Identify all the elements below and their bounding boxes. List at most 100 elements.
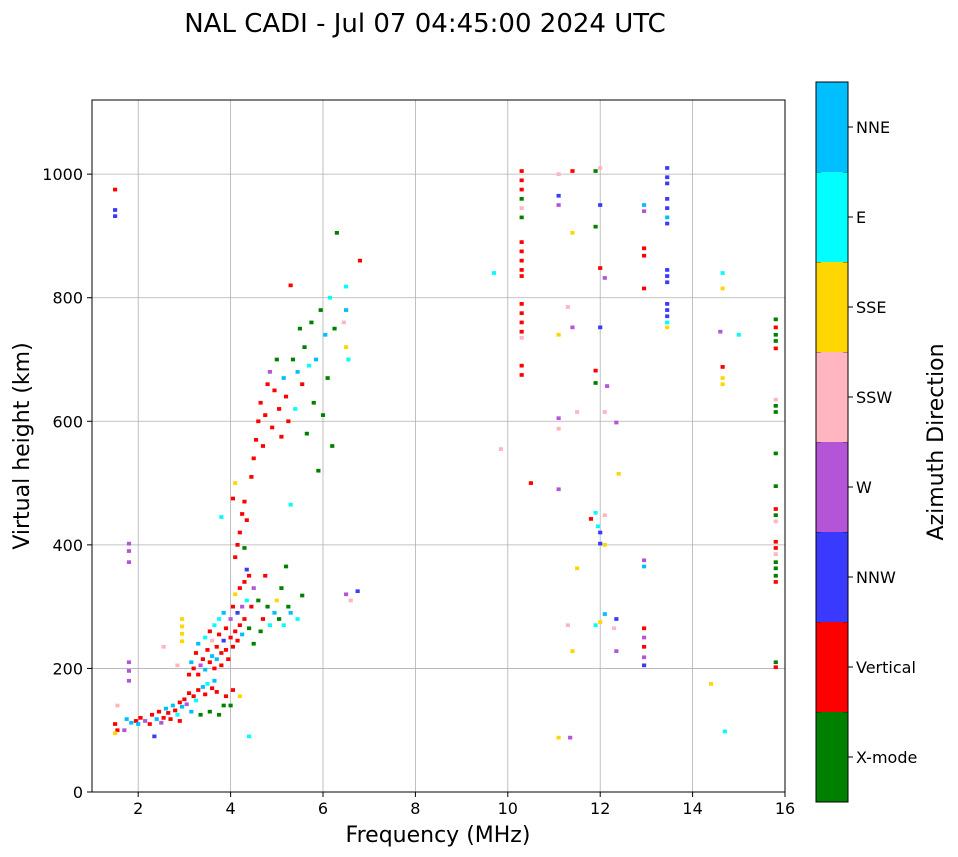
echo-point-x-mode: [593, 224, 598, 229]
echo-point-sse: [616, 471, 621, 476]
echo-point-vertical: [519, 311, 524, 316]
echo-point-nne: [665, 215, 670, 220]
echo-point-e: [295, 617, 300, 621]
echo-point-x-mode: [290, 357, 296, 362]
echo-point-nne: [214, 657, 219, 662]
echo-point-vertical: [196, 688, 201, 692]
x-tick-label: 16: [775, 799, 795, 818]
echo-point-x-mode: [773, 560, 778, 565]
echo-point-vertical: [642, 253, 647, 258]
echo-point-w: [642, 209, 647, 214]
echo-point-vertical: [286, 419, 291, 424]
echo-point-ssw: [519, 336, 524, 340]
echo-point-vertical: [186, 672, 192, 677]
echo-point-vertical: [226, 657, 231, 662]
echo-point-w: [614, 420, 619, 425]
echo-point-vertical: [773, 325, 778, 330]
echo-point-nne: [642, 564, 647, 569]
echo-point-w: [184, 702, 189, 707]
echo-point-vertical: [240, 512, 245, 516]
echo-point-w: [122, 728, 127, 733]
echo-point-vertical: [186, 691, 192, 695]
echo-point-vertical: [203, 692, 208, 697]
y-axis-ticks: 0 200 400 600 800 1000: [42, 165, 92, 802]
echo-point-vertical: [196, 672, 201, 677]
echo-point-w: [718, 329, 723, 334]
echo-point-w: [126, 660, 132, 665]
echo-point-e: [175, 712, 180, 717]
echo-point-e: [665, 320, 670, 325]
echo-point-nne: [163, 706, 168, 711]
echo-point-vertical: [260, 444, 266, 448]
echo-point-sse: [575, 566, 580, 571]
echo-point-nnw: [598, 530, 603, 535]
x-tick-label: 4: [226, 799, 236, 818]
echo-point-x-mode: [320, 413, 326, 417]
echo-point-sse: [556, 332, 561, 337]
echo-point-nne: [196, 641, 201, 646]
echo-point-x-mode: [325, 376, 330, 380]
echo-point-nnw: [665, 308, 670, 312]
echo-point-w: [556, 487, 561, 492]
echo-point-vertical: [223, 626, 229, 631]
echo-point-e: [244, 598, 249, 603]
echo-point-w: [642, 635, 647, 640]
echo-point-w: [556, 203, 561, 207]
echo-point-sse: [720, 376, 725, 380]
echo-point-vertical: [242, 580, 247, 584]
echo-point-ssw: [598, 166, 603, 170]
echo-point-w: [614, 649, 619, 653]
y-tick-label: 1000: [42, 165, 83, 184]
colorbar-label: E: [856, 208, 866, 227]
echo-point-vertical: [249, 475, 254, 479]
echo-point-x-mode: [773, 484, 778, 489]
echo-point-vertical: [214, 690, 219, 694]
echo-point-sse: [556, 735, 561, 740]
echo-point-x-mode: [773, 332, 778, 337]
echo-point-vertical: [519, 320, 524, 325]
echo-point-vertical: [230, 604, 235, 609]
echo-point-x-mode: [251, 641, 256, 646]
echo-point-nnw: [665, 206, 670, 210]
echo-point-w: [251, 586, 256, 590]
echo-point-x-mode: [198, 712, 203, 717]
echo-point-e: [346, 357, 351, 362]
echo-point-x-mode: [773, 403, 778, 408]
echo-point-vertical: [519, 169, 524, 173]
echo-point-ssw: [602, 410, 607, 414]
echo-point-vertical: [593, 368, 598, 373]
colorbar-swatch-nnw: [816, 532, 848, 622]
echo-point-vertical: [223, 648, 229, 652]
echo-point-vertical: [219, 663, 224, 668]
echo-point-vertical: [570, 169, 575, 173]
echo-point-vertical: [773, 580, 778, 584]
echo-point-vertical: [182, 697, 187, 702]
echo-point-vertical: [230, 644, 235, 649]
echo-point-x-mode: [773, 513, 778, 518]
echo-point-x-mode: [773, 566, 778, 571]
echo-point-w: [198, 663, 203, 668]
echo-point-vertical: [277, 407, 282, 411]
x-tick-label: 8: [410, 799, 420, 818]
echo-point-e: [203, 635, 208, 640]
echo-point-x-mode: [519, 197, 524, 201]
echo-point-ssw: [556, 172, 561, 176]
echo-point-e: [281, 623, 286, 628]
echo-point-x-mode: [334, 230, 339, 235]
echo-point-x-mode: [242, 546, 247, 550]
echo-point-vertical: [233, 629, 238, 634]
echo-point-vertical: [193, 651, 199, 655]
echo-point-vertical: [247, 573, 252, 578]
colorbar-label: SSW: [856, 388, 892, 407]
echo-point-vertical: [773, 346, 778, 351]
echo-point-ssw: [611, 626, 617, 631]
echo-point-vertical: [237, 623, 242, 628]
echo-point-nne: [189, 660, 194, 665]
echo-point-vertical: [191, 666, 196, 671]
echo-point-nnw: [598, 203, 603, 207]
echo-point-sse: [180, 639, 185, 644]
echo-point-x-mode: [773, 573, 778, 578]
echo-point-vertical: [113, 187, 118, 192]
echo-point-vertical: [173, 708, 178, 713]
